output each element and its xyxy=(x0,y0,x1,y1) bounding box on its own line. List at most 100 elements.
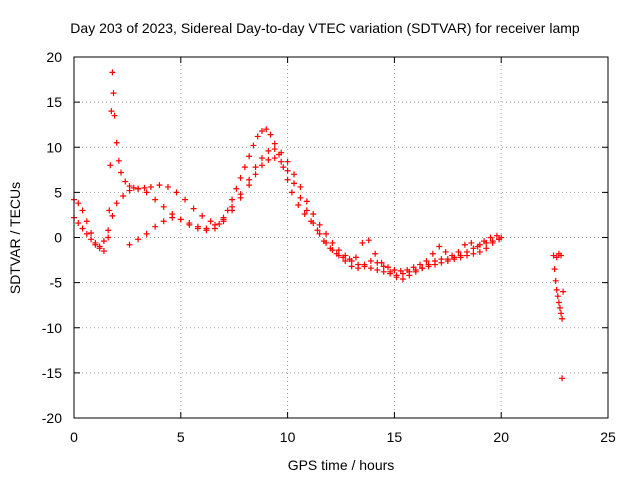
data-point xyxy=(160,218,167,225)
data-point xyxy=(342,257,349,264)
data-point xyxy=(559,375,566,382)
data-point xyxy=(108,108,115,115)
data-point xyxy=(280,164,287,171)
data-point xyxy=(271,140,278,147)
data-point xyxy=(423,257,430,264)
data-point xyxy=(303,198,310,205)
data-point xyxy=(468,239,475,246)
data-point xyxy=(164,183,171,190)
chart-title: Day 203 of 2023, Sidereal Day-to-day VTE… xyxy=(70,20,580,36)
data-point xyxy=(160,203,167,210)
data-point xyxy=(483,245,490,252)
data-point xyxy=(380,263,387,270)
data-point xyxy=(265,156,272,163)
data-point xyxy=(329,247,336,254)
data-point xyxy=(252,171,259,178)
data-point xyxy=(246,182,253,189)
data-point xyxy=(246,153,253,160)
data-point xyxy=(487,234,494,241)
data-point xyxy=(246,176,253,183)
data-point xyxy=(254,133,261,140)
data-point xyxy=(177,216,184,223)
data-point xyxy=(493,232,500,239)
data-point xyxy=(552,277,559,284)
data-point xyxy=(384,264,391,271)
data-point xyxy=(291,171,298,178)
data-point xyxy=(111,112,118,119)
data-point xyxy=(431,257,438,264)
data-point xyxy=(258,128,265,135)
plot-frame xyxy=(73,56,609,419)
data-point xyxy=(476,241,483,248)
data-point xyxy=(558,310,565,317)
data-point xyxy=(461,241,468,248)
data-point xyxy=(106,207,113,214)
y-tick-label: 10 xyxy=(46,139,62,155)
data-point xyxy=(92,241,99,248)
data-point xyxy=(387,268,394,275)
data-point xyxy=(436,243,443,250)
data-point xyxy=(115,157,122,164)
data-point xyxy=(556,304,563,311)
y-tick-label: 15 xyxy=(46,94,62,110)
data-point xyxy=(291,180,298,187)
x-tick-label: 25 xyxy=(600,429,616,445)
data-point xyxy=(406,272,413,279)
data-point xyxy=(438,256,445,263)
data-point xyxy=(105,234,112,241)
data-point xyxy=(297,194,304,201)
data-point xyxy=(263,126,270,133)
data-point xyxy=(75,220,82,227)
data-point xyxy=(444,256,451,263)
x-tick-label: 10 xyxy=(280,429,296,445)
data-point xyxy=(152,223,159,230)
data-point xyxy=(342,252,349,259)
tick-labels: 0 5 10 15 20 25 -20 -15 -10 -5 0 5 10 15 20 xyxy=(42,49,616,445)
data-point xyxy=(190,205,197,212)
data-point xyxy=(122,178,129,185)
data-point xyxy=(553,254,560,261)
y-tick-label: -15 xyxy=(42,365,62,381)
data-point xyxy=(88,236,95,243)
data-point xyxy=(425,261,432,268)
data-point xyxy=(258,162,265,169)
data-point xyxy=(88,229,95,236)
data-point xyxy=(241,164,248,171)
data-point xyxy=(75,200,82,207)
data-point xyxy=(335,252,342,259)
data-point xyxy=(105,227,112,234)
data-point xyxy=(258,155,265,162)
data-point xyxy=(173,189,180,196)
x-tick-label: 0 xyxy=(70,429,78,445)
data-point xyxy=(207,218,214,225)
x-axis-label: GPS time / hours xyxy=(288,457,395,473)
data-point xyxy=(323,239,330,246)
data-point xyxy=(141,184,148,191)
data-point xyxy=(130,184,137,191)
data-point xyxy=(237,174,244,181)
data-point xyxy=(361,261,368,268)
data-point xyxy=(303,207,310,214)
data-point xyxy=(107,162,114,169)
data-point xyxy=(135,185,142,192)
y-axis-label: SDTVAR / TECUs xyxy=(7,182,23,294)
data-point xyxy=(143,189,150,196)
data-point xyxy=(271,155,278,162)
data-point xyxy=(451,254,458,261)
data-point xyxy=(412,268,419,275)
y-tick-label: 20 xyxy=(46,49,62,65)
data-point xyxy=(110,90,117,97)
data-point xyxy=(429,250,436,257)
data-point xyxy=(301,211,308,218)
data-point xyxy=(83,218,90,225)
data-point xyxy=(555,299,562,306)
data-point xyxy=(560,288,567,295)
y-tick-label: -5 xyxy=(50,275,63,291)
data-point xyxy=(316,230,323,237)
series-track-c xyxy=(126,155,503,283)
data-point xyxy=(554,293,561,300)
data-point xyxy=(417,261,424,268)
y-tick-label: -10 xyxy=(42,320,62,336)
data-point xyxy=(265,147,272,154)
